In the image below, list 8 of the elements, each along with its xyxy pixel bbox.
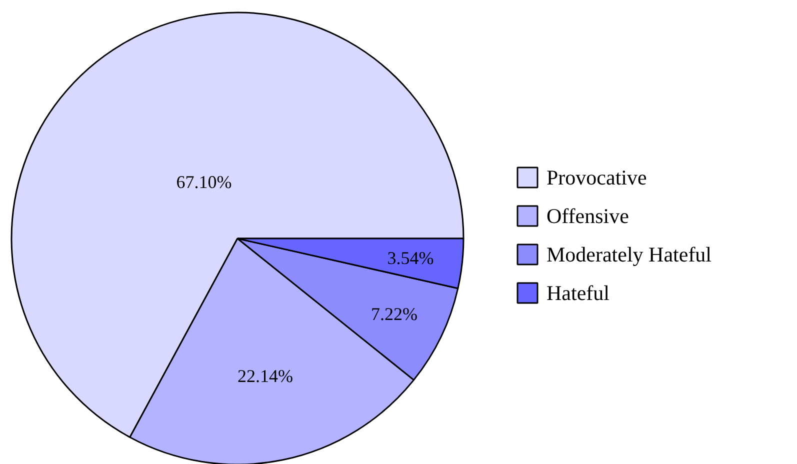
legend-label: Offensive [546,204,629,228]
data-label: 67.10% [176,172,232,192]
legend-label: Provocative [546,166,647,190]
data-label: 3.54% [387,248,434,268]
legend-label: Moderately Hateful [546,242,712,266]
data-label: 7.22% [371,304,418,324]
legend-label: Hateful [546,281,610,305]
data-label: 22.14% [237,366,293,386]
